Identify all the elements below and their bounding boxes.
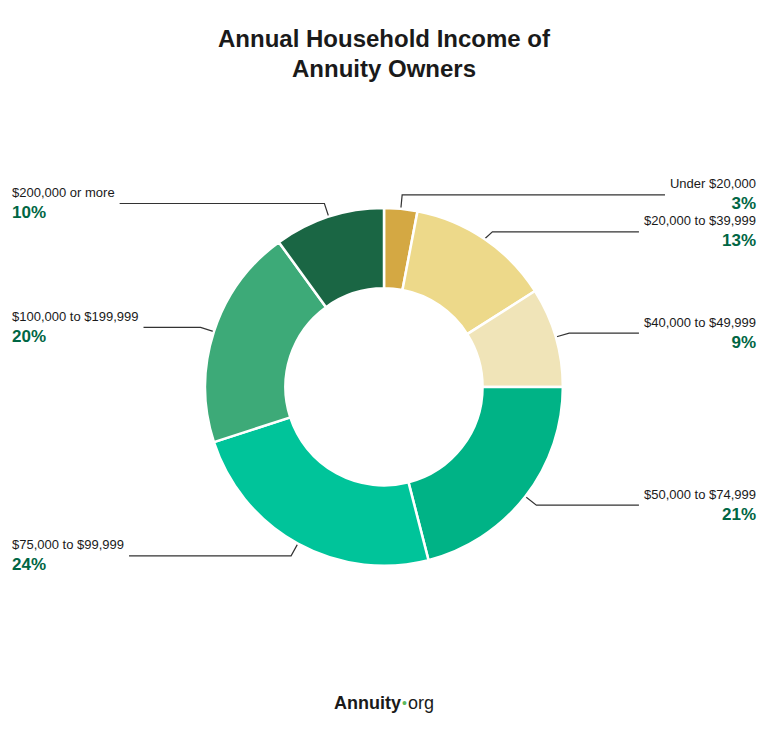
svg-text:Under $20,000: Under $20,000 [670,176,756,191]
svg-text:9%: 9% [731,333,756,352]
svg-text:org: org [408,693,434,713]
svg-text:24%: 24% [12,555,46,574]
svg-text:$75,000 to $99,999: $75,000 to $99,999 [12,537,124,552]
svg-text:$100,000 to $199,999: $100,000 to $199,999 [12,309,139,324]
svg-text:Annual Household Income of: Annual Household Income of [218,25,551,52]
svg-text:Annuity Owners: Annuity Owners [292,55,476,82]
svg-text:$200,000 or more: $200,000 or more [12,185,115,200]
svg-text:21%: 21% [722,505,756,524]
svg-text:13%: 13% [722,231,756,250]
svg-text:$50,000 to $74,999: $50,000 to $74,999 [644,487,756,502]
svg-text:$20,000 to $39,999: $20,000 to $39,999 [644,213,756,228]
svg-text:3%: 3% [731,194,756,213]
svg-text:$40,000 to $49,999: $40,000 to $49,999 [644,315,756,330]
svg-text:Annuity: Annuity [334,693,401,713]
svg-text:10%: 10% [12,203,46,222]
svg-text:•: • [402,695,407,711]
svg-text:20%: 20% [12,327,46,346]
